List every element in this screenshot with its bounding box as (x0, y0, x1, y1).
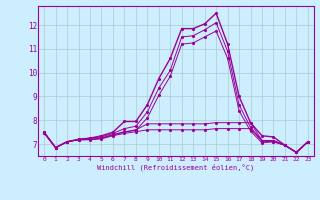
X-axis label: Windchill (Refroidissement éolien,°C): Windchill (Refroidissement éolien,°C) (97, 164, 255, 171)
